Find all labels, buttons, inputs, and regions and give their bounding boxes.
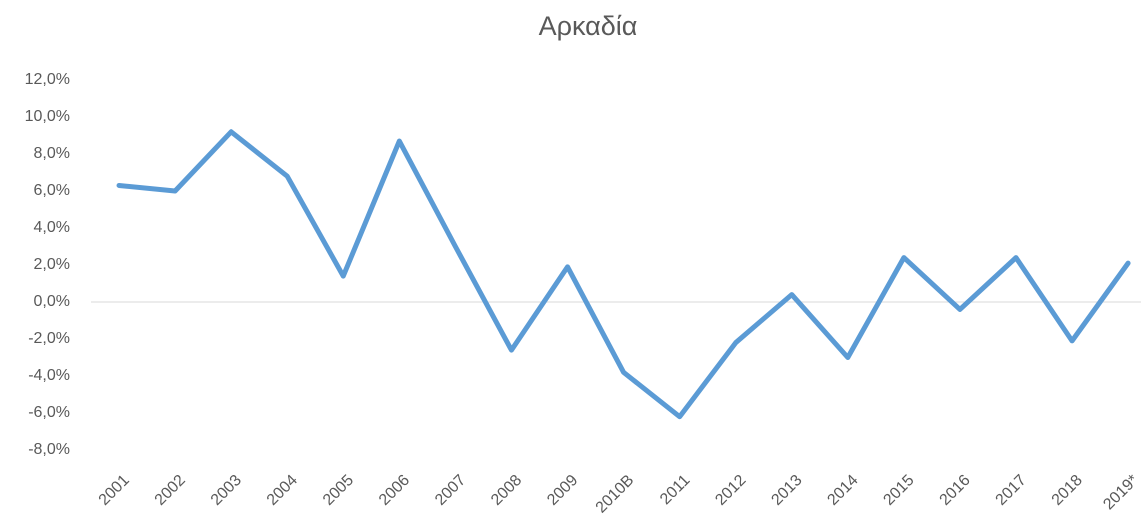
y-tick-label: -2,0%: [28, 330, 70, 347]
data-line: [116, 129, 1131, 420]
y-tick-label: 6,0%: [34, 182, 70, 199]
y-tick-label: 8,0%: [34, 145, 70, 162]
y-tick-label: -6,0%: [28, 404, 70, 421]
x-tick-label: 2019*: [1100, 472, 1142, 514]
x-tick-label: 2016: [937, 472, 974, 509]
x-tick-label: 2011: [657, 472, 693, 508]
y-tick-label: 0,0%: [34, 293, 70, 310]
x-tick-label: 2012: [712, 472, 749, 509]
chart-title: Αρκαδία: [539, 11, 638, 41]
x-tick-label: 2009: [544, 472, 581, 509]
x-tick-label: 2014: [824, 472, 861, 509]
x-tick-label: 2008: [488, 472, 525, 509]
x-tick-label: 2017: [993, 472, 1030, 509]
y-tick-label: -4,0%: [28, 367, 70, 384]
y-tick-label: 10,0%: [25, 108, 70, 125]
x-tick-label: 2007: [432, 472, 469, 509]
x-tick-label: 2018: [1049, 472, 1086, 509]
x-tick-label: 2003: [208, 472, 245, 509]
x-tick-label: 2004: [264, 472, 301, 509]
y-tick-label: 12,0%: [25, 71, 70, 88]
x-tick-label: 2002: [152, 472, 189, 509]
x-tick-label: 2013: [768, 472, 805, 509]
y-tick-label: 4,0%: [34, 219, 70, 236]
x-tick-label: 2006: [376, 472, 413, 509]
x-tick-label: 2001: [96, 472, 133, 509]
x-tick-label: 2010B: [593, 472, 638, 517]
y-tick-label: 2,0%: [34, 256, 70, 273]
x-tick-label: 2015: [880, 472, 917, 509]
y-tick-label: -8,0%: [28, 441, 70, 458]
x-tick-label: 2005: [320, 472, 357, 509]
